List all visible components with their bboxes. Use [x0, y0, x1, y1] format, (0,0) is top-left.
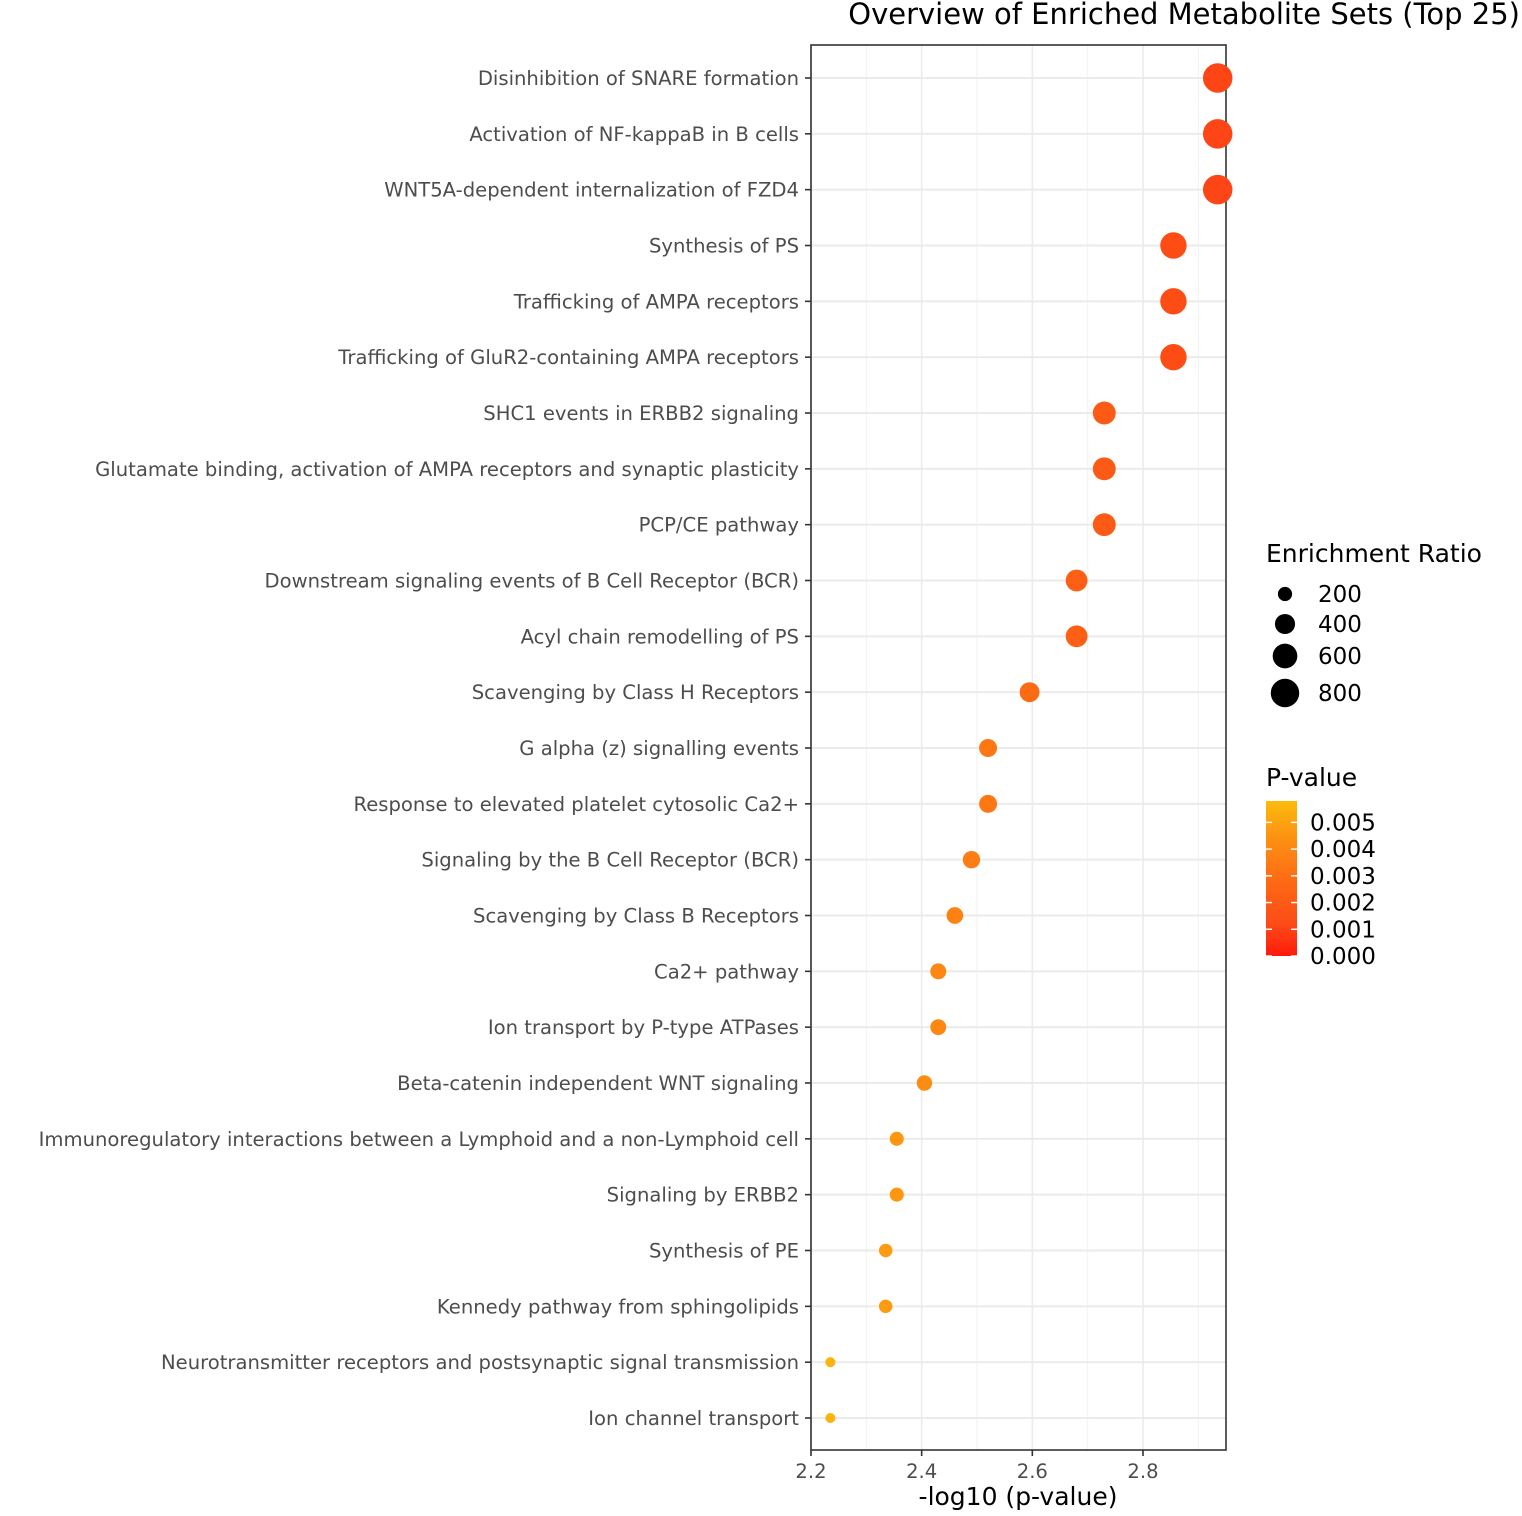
chart-title: Overview of Enriched Metabolite Sets (To… — [848, 0, 1520, 31]
color-legend-label: 0.003 — [1310, 864, 1376, 890]
data-point — [1092, 457, 1116, 481]
data-point — [930, 1019, 947, 1036]
color-legend-bar — [1266, 801, 1297, 956]
data-point — [916, 1075, 933, 1091]
data-point — [889, 1187, 904, 1202]
y-tick-label: Response to elevated platelet cytosolic … — [353, 793, 799, 816]
x-tick-label: 2.4 — [906, 1460, 937, 1483]
data-point — [1019, 682, 1040, 703]
data-point — [1092, 401, 1116, 425]
data-point — [1092, 513, 1116, 537]
y-tick-label: Beta-catenin independent WNT signaling — [397, 1072, 799, 1095]
y-tick-label: Signaling by ERBB2 — [607, 1184, 799, 1207]
size-legend-key — [1272, 643, 1298, 669]
size-legend-key — [1270, 678, 1300, 708]
y-tick-label: Glutamate binding, activation of AMPA re… — [95, 458, 799, 481]
x-tick-label: 2.8 — [1127, 1460, 1158, 1483]
size-legend-title: Enrichment Ratio — [1266, 539, 1482, 568]
size-legend-label: 800 — [1318, 681, 1362, 707]
data-point — [1160, 343, 1187, 371]
y-tick-label: Ion transport by P-type ATPases — [488, 1016, 799, 1039]
data-point — [1160, 232, 1187, 259]
data-point — [1202, 63, 1233, 93]
data-point — [962, 850, 981, 869]
y-tick-label: Kennedy pathway from sphingolipids — [437, 1295, 799, 1318]
y-tick-label: Acyl chain remodelling of PS — [521, 625, 799, 648]
data-point — [878, 1299, 893, 1314]
y-tick-label: Neurotransmitter receptors and postsynap… — [161, 1351, 799, 1374]
color-legend-label: 0.002 — [1310, 891, 1376, 917]
color-legend-label: 0.004 — [1310, 837, 1376, 863]
y-tick-label: Signaling by the B Cell Receptor (BCR) — [421, 849, 799, 872]
y-tick-label: Trafficking of AMPA receptors — [513, 290, 799, 313]
size-legend-key — [1277, 586, 1293, 602]
y-tick-label: Downstream signaling events of B Cell Re… — [265, 570, 799, 593]
y-tick-label: Disinhibition of SNARE formation — [478, 67, 799, 90]
y-tick-label: Ion channel transport — [588, 1407, 799, 1430]
y-tick-label: Synthesis of PE — [649, 1240, 799, 1263]
y-tick-label: Synthesis of PS — [649, 235, 799, 258]
y-tick-label: Activation of NF-kappaB in B cells — [469, 123, 799, 146]
data-point — [1160, 288, 1187, 315]
size-legend-label: 200 — [1318, 582, 1362, 608]
x-tick-label: 2.2 — [795, 1460, 826, 1483]
data-point — [878, 1243, 893, 1258]
color-legend-label: 0.000 — [1310, 944, 1376, 970]
y-tick-label: SHC1 events in ERBB2 signaling — [483, 402, 799, 425]
data-point — [979, 739, 998, 757]
y-tick-label: WNT5A-dependent internalization of FZD4 — [384, 179, 799, 202]
size-legend-key — [1274, 613, 1296, 635]
y-tick-label: Ca2+ pathway — [654, 960, 799, 983]
x-tick-label: 2.6 — [1017, 1460, 1048, 1483]
data-point — [946, 907, 964, 924]
color-legend-title: P-value — [1266, 763, 1357, 792]
data-point — [1202, 174, 1233, 205]
color-legend-label: 0.005 — [1310, 810, 1376, 836]
size-legend-label: 400 — [1318, 612, 1362, 638]
data-point — [1202, 119, 1233, 149]
data-point — [979, 794, 998, 813]
y-tick-label: Scavenging by Class B Receptors — [473, 905, 799, 928]
y-tick-label: G alpha (z) signalling events — [519, 737, 799, 760]
data-point — [930, 963, 947, 980]
y-tick-label: Trafficking of GluR2-containing AMPA rec… — [337, 346, 799, 369]
color-legend-label: 0.001 — [1310, 917, 1376, 943]
y-tick-label: Scavenging by Class H Receptors — [472, 681, 799, 704]
data-point — [1065, 569, 1088, 592]
x-axis-label: -log10 (p-value) — [919, 1482, 1118, 1511]
data-point — [825, 1357, 836, 1368]
size-legend-label: 600 — [1318, 644, 1362, 670]
y-tick-label: Immunoregulatory interactions between a … — [39, 1128, 799, 1151]
data-point — [825, 1412, 836, 1424]
y-tick-label: PCP/CE pathway — [639, 514, 800, 537]
data-point — [889, 1131, 904, 1146]
data-point — [1065, 625, 1088, 648]
